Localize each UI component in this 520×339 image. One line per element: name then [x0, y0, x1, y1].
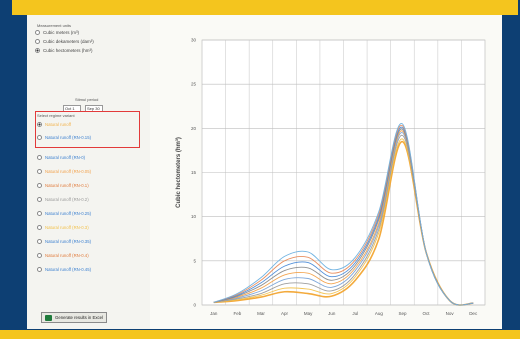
scenario-item[interactable]: Natural runoff (RN-0) — [37, 155, 85, 160]
y-tick-label: 20 — [191, 126, 197, 131]
scenario-label: Natural runoff (RN-0.35) — [45, 239, 92, 244]
x-tick-label: Feb — [233, 311, 241, 316]
y-tick-label: 5 — [193, 258, 196, 263]
scenario-item[interactable]: Natural runoff (RN-0.35) — [37, 239, 91, 244]
excel-icon — [45, 314, 52, 321]
unit-option-m3[interactable]: Cubic meters (m³) — [35, 30, 79, 35]
scenario-label: Natural runoff (RN-0.45) — [45, 267, 92, 272]
scenario-item[interactable]: Natural runoff (RN-0.1) — [37, 183, 89, 188]
scenario-label: Natural runoff (RN-0.25) — [45, 211, 92, 216]
y-tick-label: 15 — [191, 170, 197, 175]
scenario-label: Natural runoff (RN-0.2) — [45, 197, 89, 202]
radio-icon — [37, 135, 42, 140]
runoff-chart: 0 5 10 15 20 25 30 Jan Feb Mar Apr May Jun Jul Aug Sep O… — [150, 15, 502, 329]
x-tick-label: Nov — [446, 311, 455, 316]
radio-icon — [37, 155, 42, 160]
bottom-border — [0, 330, 520, 339]
scenario-label: Natural runoff (RN-0.1) — [45, 183, 89, 188]
radio-icon — [37, 239, 42, 244]
scenarios-title: Select regime variant — [37, 113, 75, 118]
x-tick-label: Dec — [469, 311, 478, 316]
y-tick-label: 30 — [191, 38, 197, 43]
radio-icon — [35, 39, 40, 44]
scenario-label: Natural runoff (RN-0.05) — [45, 169, 92, 174]
radio-icon — [37, 122, 42, 127]
radio-icon — [37, 197, 42, 202]
radio-icon — [37, 253, 42, 258]
y-tick-label: 25 — [191, 82, 197, 87]
radio-icon — [37, 225, 42, 230]
chart-svg: 0 5 10 15 20 25 30 Jan Feb Mar Apr May Jun Jul Aug Sep O… — [175, 38, 486, 316]
scenario-label: Natural runoff (RN-0.15) — [45, 135, 92, 140]
scenario-label: Natural runoff (RN-0.3) — [45, 225, 89, 230]
radio-selected-icon — [35, 48, 40, 53]
unit-option-hm3[interactable]: Cubic hectometers (hm³) — [35, 48, 93, 53]
selected-scenario-highlight — [35, 111, 140, 148]
scenario-item[interactable]: Natural runoff (RN-0.25) — [37, 211, 91, 216]
x-tick-label: Jan — [210, 311, 218, 316]
x-tick-label: Mar — [257, 311, 265, 316]
period-title: Stimul period — [75, 97, 99, 102]
options-panel: Measurement units Cubic meters (m³) Cubi… — [27, 15, 151, 329]
scenario-item[interactable]: Natural runoff (RN-0.4) — [37, 253, 89, 258]
x-tick-label: Oct — [423, 311, 431, 316]
radio-icon — [37, 169, 42, 174]
unit-option-dam3[interactable]: Cubic dekameters (dam³) — [35, 39, 94, 44]
top-border — [12, 0, 518, 15]
x-tick-label: Aug — [375, 311, 384, 316]
scenario-item[interactable]: Natural runoff — [37, 122, 71, 127]
scenario-item[interactable]: Natural runoff (RN-0.45) — [37, 267, 91, 272]
scenario-item[interactable]: Natural runoff (RN-0.15) — [37, 135, 91, 140]
export-excel-button[interactable]: Generate results in Excel — [41, 312, 107, 323]
scenario-item[interactable]: Natural runoff (RN-0.3) — [37, 225, 89, 230]
x-tick-label: Apr — [281, 311, 289, 316]
radio-icon — [35, 30, 40, 35]
scenario-label: Natural runoff (RN-0.4) — [45, 253, 89, 258]
series-line — [213, 123, 474, 306]
y-tick-label: 0 — [193, 303, 196, 308]
x-tick-label: Jun — [328, 311, 336, 316]
app-window: Measurement units Cubic meters (m³) Cubi… — [27, 15, 502, 329]
radio-icon — [37, 267, 42, 272]
scenario-item[interactable]: Natural runoff (RN-0.2) — [37, 197, 89, 202]
x-tick-label: Sep — [398, 311, 407, 316]
scenario-label: Natural runoff — [45, 122, 71, 127]
scenario-label: Natural runoff (RN-0) — [45, 155, 86, 160]
x-tick-label: May — [304, 311, 313, 316]
y-axis-label: Cubic hectometers (hm³) — [175, 137, 182, 208]
y-tick-label: 10 — [191, 214, 197, 219]
scenario-item[interactable]: Natural runoff (RN-0.05) — [37, 169, 91, 174]
measurement-units-title: Measurement units — [37, 23, 72, 28]
radio-icon — [37, 211, 42, 216]
radio-icon — [37, 183, 42, 188]
x-tick-label: Jul — [352, 311, 358, 316]
